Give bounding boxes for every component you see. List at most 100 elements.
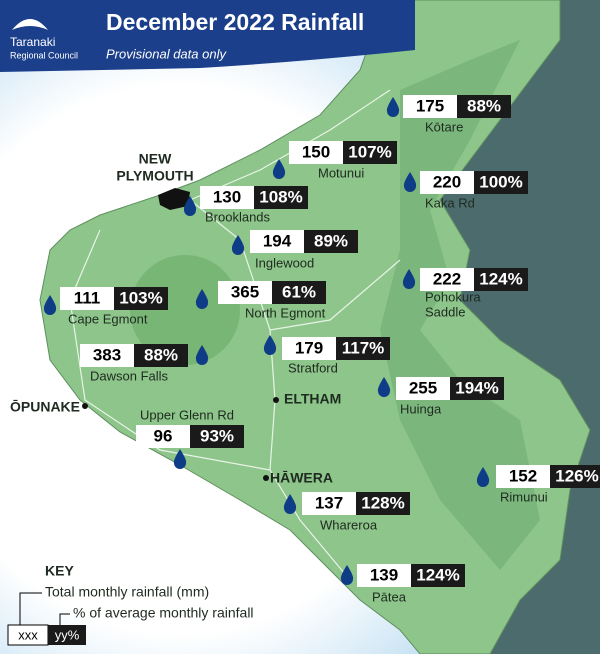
rain-drop (195, 345, 209, 365)
town-dot (263, 475, 269, 481)
percent-value: 194% (455, 378, 498, 397)
rainfall-box (396, 377, 450, 400)
station-name: Inglewood (255, 255, 314, 270)
rainfall-box (357, 564, 411, 587)
rain-drop (403, 172, 417, 192)
station-name: Rimunui (500, 489, 548, 504)
rainfall-box (218, 281, 272, 304)
rain-drop (43, 295, 57, 315)
percent-value: 61% (282, 282, 316, 301)
rainfall-box (60, 287, 114, 310)
town-name: HĀWERA (270, 470, 333, 486)
rain-drop (377, 377, 391, 397)
percent-value: 89% (314, 231, 348, 250)
town-name: ELTHAM (284, 391, 341, 407)
rainfall-box (200, 186, 254, 209)
percent-box (114, 287, 168, 310)
rainfall-box (496, 465, 550, 488)
rainfall-value: 152 (509, 466, 537, 485)
percent-box (450, 377, 504, 400)
rainfall-value: 111 (74, 288, 101, 307)
rainfall-box (420, 171, 474, 194)
key-text: % of average monthly rainfall (73, 605, 254, 621)
rain-drop (173, 449, 187, 469)
rain-drop (476, 467, 490, 487)
station-name: Kaka Rd (425, 195, 475, 210)
percent-box (304, 230, 358, 253)
rainfall-box (302, 492, 356, 515)
rainfall-value: 139 (370, 565, 398, 584)
percent-value: 124% (416, 565, 459, 584)
logo-text: Taranaki (10, 35, 55, 49)
rain-drop (272, 159, 286, 179)
percent-value: 88% (467, 96, 501, 115)
rainfall-value: 194 (263, 231, 292, 250)
subtitle: Provisional data only (106, 46, 227, 61)
percent-value: 93% (200, 426, 234, 445)
percent-value: 103% (119, 288, 162, 307)
outside-region (440, 0, 600, 654)
station-name: Upper Glenn Rd (140, 407, 234, 422)
percent-box (190, 425, 244, 448)
header-band (0, 0, 415, 72)
percent-value: 126% (555, 466, 598, 485)
percent-box (550, 465, 600, 488)
logo-mark (12, 19, 48, 30)
rainfall-box (420, 268, 474, 291)
town-dot (273, 397, 279, 403)
percent-box (134, 344, 188, 367)
station-name: Saddle (425, 304, 465, 319)
rain-drop (340, 565, 354, 585)
rainfall-value: 179 (295, 338, 323, 357)
rainfall-value: 96 (154, 426, 173, 445)
town-dot (82, 403, 88, 409)
key-leader (19, 592, 42, 628)
percent-box (474, 268, 528, 291)
percent-box (356, 492, 410, 515)
rain-drop (195, 289, 209, 309)
percent-box (336, 337, 390, 360)
percent-box (272, 281, 326, 304)
rainfall-box (282, 337, 336, 360)
rain-drop (231, 235, 245, 255)
station-name: Cape Egmont (68, 311, 148, 326)
station-name: Huinga (400, 401, 442, 416)
percent-value: 117% (342, 338, 385, 357)
percent-value: 100% (479, 172, 522, 191)
station-name: Stratford (288, 360, 338, 375)
rain-drop (263, 335, 277, 355)
rain-drop (183, 196, 197, 216)
logo-text: Regional Council (10, 50, 78, 60)
rainfall-value: 222 (433, 269, 461, 288)
rain-drop (402, 269, 416, 289)
station-name: Motunui (318, 165, 364, 180)
key-text: Total monthly rainfall (mm) (45, 584, 209, 600)
rainfall-value: 383 (93, 345, 121, 364)
key-title: KEY (45, 563, 74, 579)
percent-box (254, 186, 308, 209)
station-name: Pātea (372, 589, 407, 604)
rainfall-value: 130 (213, 187, 241, 206)
rain-drop (283, 494, 297, 514)
rainfall-value: 255 (409, 378, 437, 397)
town-name: ŌPUNAKE (10, 398, 80, 415)
new-plymouth-urban (158, 188, 190, 210)
percent-value: 124% (479, 269, 522, 288)
station-name: Kōtare (425, 119, 463, 134)
rainfall-value: 220 (433, 172, 461, 191)
key-leader (59, 613, 70, 628)
town-name: PLYMOUTH (116, 168, 193, 184)
town-name: NEW (139, 151, 172, 167)
station-name: Pohokura (425, 289, 481, 304)
station-name: Dawson Falls (90, 368, 169, 383)
station-name: North Egmont (245, 305, 326, 320)
rainfall-box (136, 425, 190, 448)
rainfall-value: 137 (315, 493, 343, 512)
title: December 2022 Rainfall (106, 9, 364, 35)
rainfall-box (403, 95, 457, 118)
station-name: Brooklands (205, 209, 271, 224)
rainfall-value: 150 (302, 142, 330, 161)
percent-value: 108% (259, 187, 302, 206)
percent-value: 107% (348, 142, 391, 161)
